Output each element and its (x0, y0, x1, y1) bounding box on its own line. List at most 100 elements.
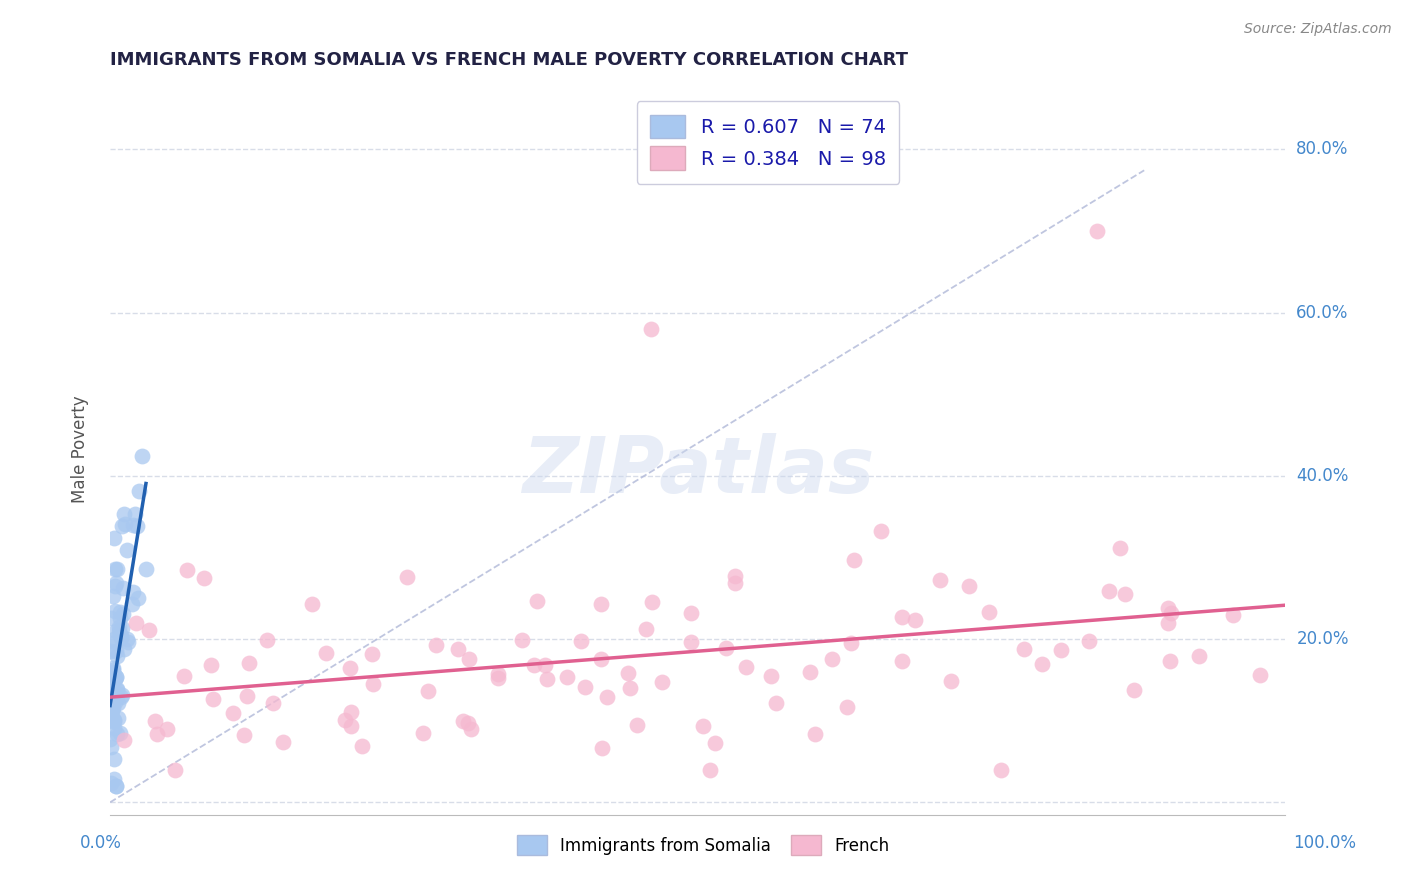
Point (617, 665, 640, 680)
Point (111, 607, 134, 621)
Point (112, 641, 135, 656)
Point (595, 690, 617, 705)
Point (101, 702, 124, 716)
Point (103, 531, 125, 545)
Text: IMMIGRANTS FROM SOMALIA VS FRENCH MALE POVERTY CORRELATION CHART: IMMIGRANTS FROM SOMALIA VS FRENCH MALE P… (110, 51, 908, 69)
Point (957, 579, 980, 593)
Point (143, 714, 166, 729)
Point (100, 776, 122, 790)
Point (101, 711, 124, 725)
Point (679, 606, 702, 620)
Point (315, 646, 337, 660)
Point (114, 516, 136, 531)
Text: 60.0%: 60.0% (1296, 303, 1348, 322)
Point (101, 589, 124, 603)
Point (759, 669, 782, 683)
Point (103, 579, 125, 593)
Point (105, 670, 128, 684)
Point (101, 665, 124, 679)
Point (626, 718, 648, 732)
Point (146, 727, 169, 741)
Point (104, 696, 127, 710)
Point (103, 772, 125, 787)
Point (844, 552, 866, 566)
Point (117, 635, 139, 649)
Point (425, 638, 447, 652)
Point (100, 740, 122, 755)
Point (510, 633, 533, 648)
Point (591, 652, 613, 666)
Point (692, 719, 714, 733)
Point (127, 518, 149, 533)
Point (105, 683, 128, 698)
Point (110, 690, 132, 705)
Point (486, 671, 509, 685)
Point (990, 763, 1012, 777)
Point (100, 706, 122, 720)
Point (108, 726, 131, 740)
Point (1085, 224, 1108, 238)
Point (104, 576, 127, 591)
Point (173, 669, 195, 683)
Point (735, 660, 758, 674)
Point (799, 665, 821, 679)
Point (104, 604, 127, 618)
Point (108, 610, 131, 624)
Point (101, 691, 124, 706)
Point (1222, 607, 1244, 622)
Point (929, 573, 952, 587)
Point (105, 649, 128, 664)
Point (412, 726, 434, 740)
Point (1123, 683, 1146, 698)
Point (904, 613, 927, 627)
Point (256, 632, 278, 647)
Point (634, 622, 657, 636)
Point (536, 672, 558, 686)
Point (121, 585, 143, 599)
Point (447, 641, 470, 656)
Point (555, 670, 578, 684)
Point (105, 682, 128, 697)
Legend: Immigrants from Somalia, French: Immigrants from Somalia, French (510, 829, 896, 862)
Point (1078, 634, 1101, 648)
Point (101, 701, 124, 715)
Point (619, 681, 641, 695)
Point (1114, 587, 1136, 601)
Point (534, 657, 557, 672)
Point (977, 605, 1000, 619)
Point (110, 605, 132, 619)
Text: 100.0%: 100.0% (1294, 834, 1355, 852)
Point (640, 322, 662, 336)
Point (869, 524, 891, 538)
Point (200, 658, 222, 673)
Point (104, 672, 127, 686)
Point (1159, 655, 1181, 669)
Point (110, 632, 132, 646)
Point (333, 713, 356, 727)
Point (104, 779, 127, 793)
Point (361, 647, 384, 661)
Point (1014, 642, 1036, 657)
Point (98, 644, 121, 658)
Point (939, 674, 962, 689)
Point (457, 715, 479, 730)
Point (724, 575, 747, 590)
Point (837, 699, 859, 714)
Point (138, 623, 160, 637)
Point (350, 739, 373, 753)
Point (891, 654, 914, 668)
Point (121, 517, 143, 532)
Point (1188, 649, 1211, 664)
Point (101, 661, 124, 675)
Point (176, 562, 198, 576)
Point (235, 689, 257, 703)
Point (110, 629, 132, 643)
Point (1031, 657, 1053, 672)
Point (100, 706, 122, 720)
Point (107, 697, 129, 711)
Point (105, 690, 128, 705)
Point (115, 542, 138, 557)
Point (104, 644, 127, 658)
Point (339, 705, 361, 719)
Point (201, 692, 224, 706)
